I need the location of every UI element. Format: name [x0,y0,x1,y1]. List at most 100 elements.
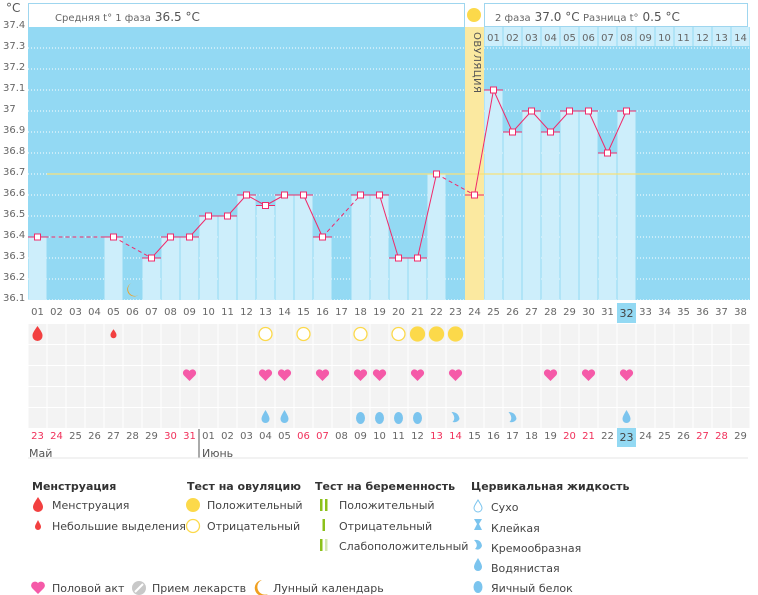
temperature-line-segment [588,110,608,154]
creamy-fluid-icon [451,412,460,423]
symbol-cell [522,387,541,407]
symbol-cell [427,345,446,365]
symbol-cell [47,408,66,428]
symbol-cell [370,345,389,365]
symbol-cell [408,345,427,365]
intercourse-heart-icon [410,369,425,381]
temperature-point [357,191,364,199]
symbol-cell [370,387,389,407]
legend-pregnancy-test-title: Тест на беременность [315,480,456,493]
y-tick-label: 36.2 [3,272,26,283]
luteal-day-number: 14 [734,33,747,44]
symbol-cell [313,408,332,428]
pregnancy-negative-icon [322,519,325,531]
calendar-date: 16 [487,431,500,442]
cycle-day-number: 14 [278,307,291,318]
temperature-point [148,254,155,262]
legend-sticky: Клейкая [491,522,540,535]
symbol-cell [541,408,560,428]
pregnancy-faint-icon [320,539,328,551]
temperature-point [262,202,269,209]
calendar-date: 11 [392,431,405,442]
luteal-day-cell [693,27,712,46]
symbol-cell [712,345,731,365]
temperature-bar [389,258,408,300]
phase2-value: 37.0 °C [534,10,580,24]
symbol-cell [522,408,541,428]
symbol-cell [598,345,617,365]
symbol-cell [47,366,66,386]
luteal-day-number: 06 [582,33,595,44]
symbol-cell [161,408,180,428]
temperature-bar [294,195,313,300]
ovulation-test-negative-icon [296,326,311,342]
symbol-cell [579,387,598,407]
temperature-point [490,86,497,94]
symbol-cell [66,366,85,386]
luteal-day-number: 04 [544,33,557,44]
watery-fluid-icon [261,410,270,423]
symbol-cell [85,408,104,428]
egg-white-icon [473,581,483,593]
temperature-bar [142,258,161,300]
temperature-bar [313,237,332,300]
symbol-cell [161,324,180,344]
symbol-cell [693,345,712,365]
calendar-date: 07 [316,431,329,442]
calendar-date: 23 [31,431,44,442]
symbol-cell [503,387,522,407]
symbol-cell [123,366,142,386]
cycle-day-number: 09 [183,307,196,318]
legend-icons [31,497,483,595]
symbol-cell [142,324,161,344]
symbol-cell [332,408,351,428]
calendar-date: 26 [88,431,101,442]
symbol-cell [237,366,256,386]
calendar-date: 06 [297,431,310,442]
symbol-cell [598,366,617,386]
legend-medication: Прием лекарств [152,582,247,595]
luteal-day-cell [598,27,617,46]
temperature-bar [237,195,256,300]
symbol-cell [104,408,123,428]
symbol-cell [161,387,180,407]
y-tick-label: 37.4 [3,20,26,31]
y-tick-label: 36.4 [3,230,26,241]
y-tick-label: 36.6 [3,188,26,199]
symbol-cell [142,387,161,407]
cycle-day-number: 16 [316,307,329,318]
symbol-cell [598,324,617,344]
intercourse-heart-icon [619,369,634,381]
temperature-bar [427,174,446,300]
ovulation-sun-icon [467,8,481,22]
symbol-cell [712,387,731,407]
symbol-cell [332,324,351,344]
temperature-point [281,191,288,199]
symbol-cell [674,387,693,407]
symbol-cell [427,366,446,386]
symbol-cell [655,324,674,344]
cycle-day-number: 04 [88,307,101,318]
symbol-cell [598,387,617,407]
symbol-cell [465,366,484,386]
legend-ovulation-positive: Положительный [207,499,303,512]
symbol-cell [180,345,199,365]
calendar-date: 01 [202,431,215,442]
symbol-cell [313,324,332,344]
temperature-point [395,254,402,262]
luteal-day-cell [541,27,560,46]
luteal-day-number: 01 [487,33,500,44]
cycle-day-number: 10 [202,307,215,318]
legend-creamy: Кремообразная [491,542,582,555]
temperature-point [376,191,383,199]
luteal-day-cell [674,27,693,46]
symbol-cell [332,345,351,365]
symbol-cell [674,366,693,386]
symbol-cell [85,345,104,365]
symbol-cell [85,324,104,344]
calendar-date: 27 [107,431,120,442]
spotting-drop-icon [35,520,41,530]
luteal-day-cell [522,27,541,46]
temperature-bar [541,132,560,300]
calendar-date: 23 [619,431,634,444]
